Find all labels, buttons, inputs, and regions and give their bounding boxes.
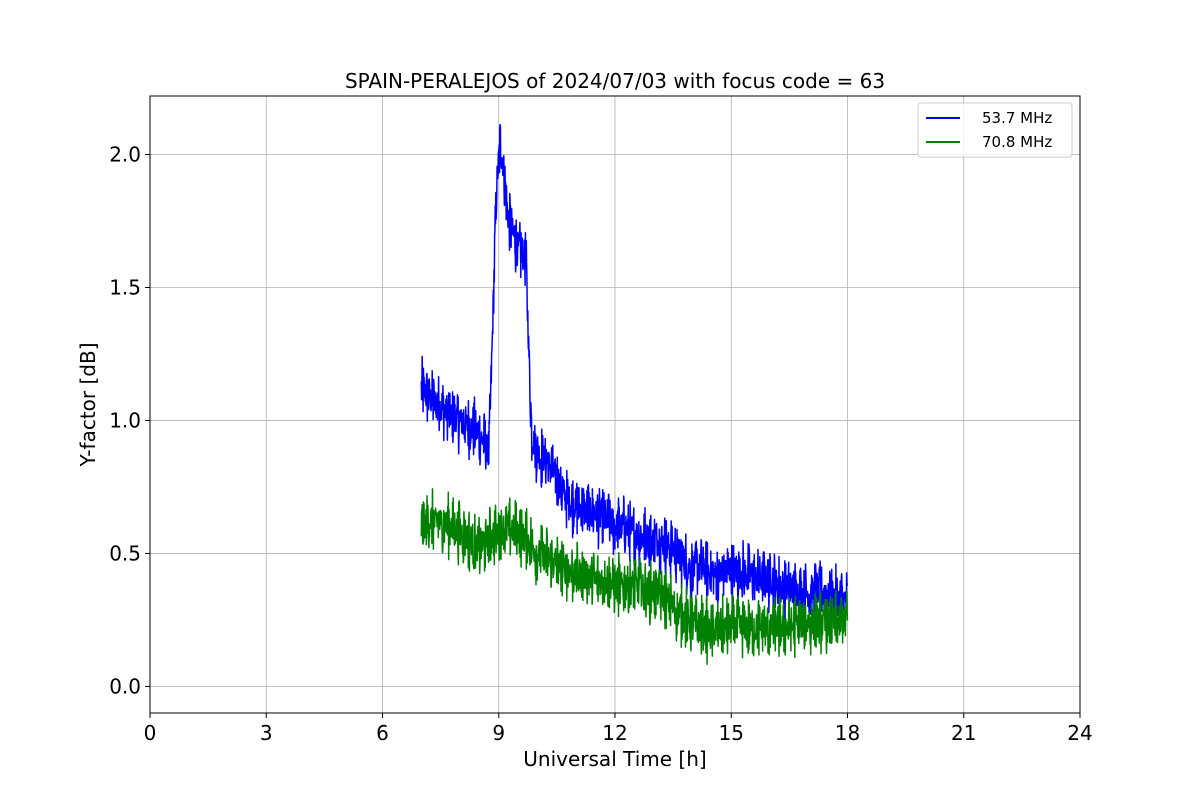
- y-tick-label: 0.0: [109, 674, 141, 698]
- y-tick-label: 0.5: [109, 541, 141, 565]
- y-tick-label: 1.0: [109, 408, 141, 432]
- x-tick-label: 15: [719, 721, 744, 745]
- legend-label-53-7-mhz: 53.7 MHz: [982, 109, 1052, 127]
- y-axis-label: Y-factor [dB]: [76, 342, 100, 467]
- x-tick-label: 0: [144, 721, 157, 745]
- legend-label-70-8-mhz: 70.8 MHz: [982, 133, 1052, 151]
- legend: 53.7 MHz 70.8 MHz: [918, 103, 1072, 157]
- x-tick-label: 24: [1067, 721, 1092, 745]
- x-tick-label: 6: [376, 721, 389, 745]
- x-tick-label: 21: [951, 721, 976, 745]
- x-tick-label: 3: [260, 721, 273, 745]
- chart-title: SPAIN-PERALEJOS of 2024/07/03 with focus…: [345, 69, 885, 93]
- y-tick-label: 2.0: [109, 143, 141, 167]
- x-tick-label: 12: [602, 721, 627, 745]
- x-tick-label: 9: [492, 721, 505, 745]
- y-tick-label: 1.5: [109, 275, 141, 299]
- x-axis-label: Universal Time [h]: [523, 747, 706, 771]
- x-tick-label: 18: [835, 721, 860, 745]
